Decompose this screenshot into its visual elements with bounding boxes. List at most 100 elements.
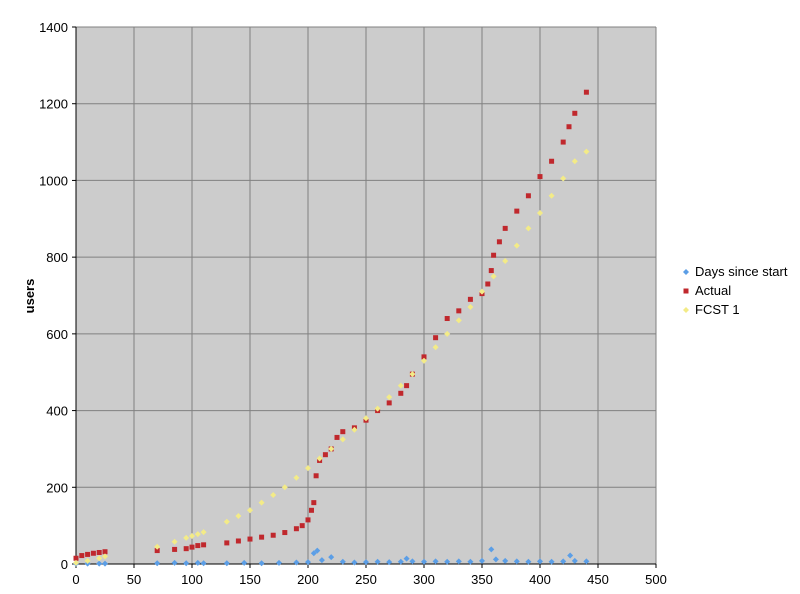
x-tick-label: 150: [239, 572, 261, 587]
x-tick-labels: 0 50 100 150 200 250 300 350 400 450 500: [72, 572, 666, 587]
data-point: [311, 500, 317, 506]
data-point: [183, 546, 189, 552]
data-point: [308, 507, 314, 513]
data-point: [183, 560, 190, 567]
data-point: [194, 559, 201, 566]
data-point: [293, 526, 299, 532]
data-point: [328, 554, 335, 561]
data-point: [455, 558, 462, 565]
data-point: [537, 210, 543, 217]
x-tick-label: 450: [587, 572, 609, 587]
data-point: [241, 559, 248, 566]
data-point: [560, 175, 567, 182]
data-point: [79, 553, 85, 559]
data-point: [305, 517, 311, 523]
data-point: [154, 543, 161, 550]
data-point: [351, 426, 358, 433]
y-tick-labels: 0 200 400 600 800 1000 1200 1400: [39, 20, 68, 572]
x-tick-label: 100: [181, 572, 203, 587]
data-point: [305, 465, 311, 472]
data-point: [491, 252, 497, 258]
y-tick-label: 800: [46, 250, 68, 265]
data-point: [200, 529, 207, 536]
y-tick-label: 1400: [39, 20, 68, 35]
data-point: [258, 560, 265, 567]
data-point: [334, 434, 340, 440]
data-point: [583, 558, 590, 565]
data-point: [525, 193, 531, 199]
x-tick-label: 400: [529, 572, 551, 587]
data-point: [502, 557, 509, 564]
data-point: [172, 546, 178, 552]
y-tick-label: 0: [61, 557, 68, 572]
data-point: [488, 546, 495, 553]
data-point: [403, 555, 410, 562]
data-point: [154, 548, 160, 554]
data-point: [85, 551, 91, 557]
data-point: [235, 513, 242, 520]
data-point: [444, 330, 451, 337]
data-point: [340, 429, 346, 435]
data-point: [171, 559, 178, 566]
data-point: [189, 544, 195, 550]
data-point: [247, 536, 253, 542]
legend-marker: [683, 269, 689, 275]
data-point: [479, 288, 485, 295]
series-fcst-1: [73, 148, 590, 566]
data-point: [432, 558, 439, 565]
data-point: [560, 558, 567, 565]
data-point: [513, 558, 520, 565]
data-point: [293, 559, 300, 566]
data-point: [201, 542, 207, 548]
data-point: [363, 559, 369, 566]
data-point: [479, 557, 485, 564]
data-point: [514, 208, 520, 214]
data-point: [282, 530, 288, 536]
data-point: [374, 405, 381, 412]
data-point: [73, 555, 79, 561]
data-point: [310, 550, 317, 557]
data-point: [386, 559, 393, 566]
data-point: [96, 560, 103, 567]
y-tick-label: 1200: [39, 97, 68, 112]
data-points: [73, 89, 590, 567]
data-point: [525, 225, 532, 232]
data-point: [398, 390, 404, 396]
data-point: [548, 558, 555, 565]
y-tick-label: 600: [46, 327, 68, 342]
y-tick-label: 1000: [39, 173, 68, 188]
data-point: [583, 148, 590, 155]
legend-marker: [683, 288, 689, 294]
x-tick-label: 50: [127, 572, 141, 587]
data-point: [223, 560, 230, 567]
data-point: [258, 499, 265, 506]
legend: Days since start Actual FCST 1: [683, 264, 788, 317]
data-point: [566, 124, 572, 130]
data-point: [455, 317, 462, 324]
data-point: [270, 532, 276, 538]
data-point: [488, 268, 494, 274]
data-point: [84, 557, 91, 564]
data-point: [235, 538, 241, 544]
x-tick-label: 350: [471, 572, 493, 587]
legend-label: FCST 1: [695, 302, 740, 317]
data-point: [397, 558, 404, 565]
y-axis-label: users: [22, 279, 37, 314]
data-point: [73, 559, 79, 566]
data-point: [293, 474, 300, 481]
data-point: [496, 239, 502, 245]
data-point: [171, 538, 178, 545]
data-point: [421, 357, 427, 364]
data-point: [314, 547, 321, 554]
data-point: [299, 523, 305, 529]
data-point: [409, 371, 416, 378]
data-point: [444, 558, 451, 565]
data-point: [102, 549, 108, 555]
data-point: [444, 316, 450, 322]
data-point: [467, 558, 474, 565]
data-point: [305, 559, 311, 566]
data-point: [195, 543, 201, 549]
data-point: [433, 335, 439, 341]
data-point: [583, 89, 589, 95]
